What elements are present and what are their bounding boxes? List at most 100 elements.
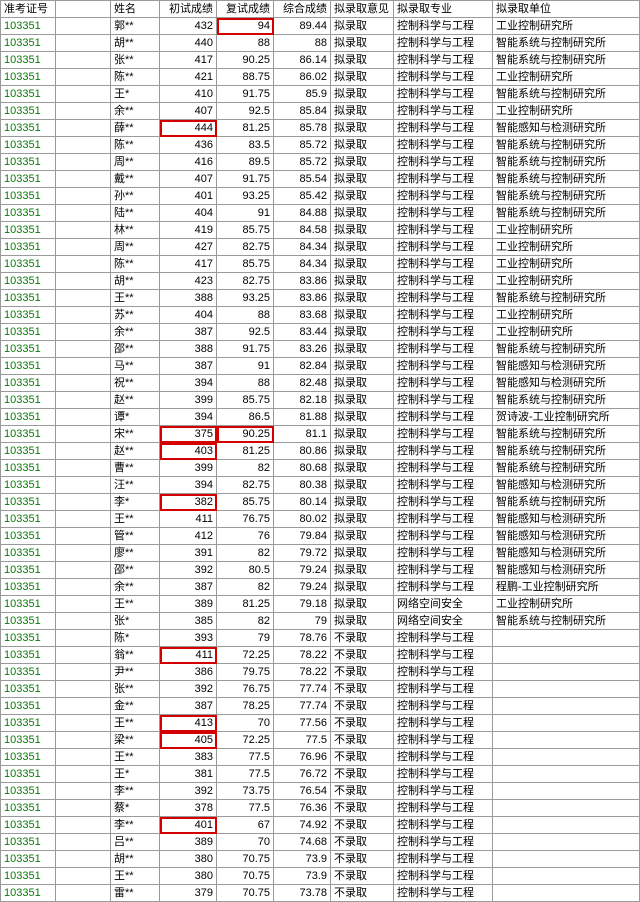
decision: 拟录取 — [331, 120, 394, 137]
decision: 拟录取 — [331, 171, 394, 188]
decision: 拟录取 — [331, 426, 394, 443]
exam-id-prefix: 103351 — [1, 120, 56, 137]
decision: 拟录取 — [331, 392, 394, 409]
major: 控制科学与工程 — [394, 375, 493, 392]
total-score: 80.38 — [274, 477, 331, 494]
unit: 智能系统与控制研究所 — [493, 52, 640, 69]
total-score: 84.58 — [274, 222, 331, 239]
table-row: 103351李*38285.7580.14拟录取控制科学与工程智能系统与控制研究… — [1, 494, 640, 511]
decision: 拟录取 — [331, 596, 394, 613]
preliminary-score: 387 — [160, 358, 217, 375]
table-row: 103351陈*3937978.76不录取控制科学与工程 — [1, 630, 640, 647]
total-score: 78.76 — [274, 630, 331, 647]
unit — [493, 851, 640, 868]
preliminary-score: 382 — [160, 494, 217, 511]
major: 控制科学与工程 — [394, 171, 493, 188]
name: 王** — [111, 290, 160, 307]
preliminary-score: 385 — [160, 613, 217, 630]
retest-score: 85.75 — [217, 392, 274, 409]
retest-score: 78.25 — [217, 698, 274, 715]
major: 控制科学与工程 — [394, 52, 493, 69]
total-score: 77.74 — [274, 681, 331, 698]
major: 控制科学与工程 — [394, 35, 493, 52]
exam-id-suffix — [56, 613, 111, 630]
exam-id-prefix: 103351 — [1, 613, 56, 630]
total-score: 81.1 — [274, 426, 331, 443]
preliminary-score: 383 — [160, 749, 217, 766]
name: 梁** — [111, 732, 160, 749]
exam-id-prefix: 103351 — [1, 579, 56, 596]
admission-table: 准考证号姓名初试成绩复试成绩综合成绩拟录取意见拟录取专业拟录取单位 103351… — [0, 0, 640, 902]
major: 控制科学与工程 — [394, 69, 493, 86]
unit: 智能系统与控制研究所 — [493, 426, 640, 443]
preliminary-score: 379 — [160, 885, 217, 902]
decision: 不录取 — [331, 817, 394, 834]
total-score: 85.78 — [274, 120, 331, 137]
unit: 智能系统与控制研究所 — [493, 443, 640, 460]
total-score: 78.22 — [274, 664, 331, 681]
exam-id-prefix: 103351 — [1, 630, 56, 647]
unit: 工业控制研究所 — [493, 18, 640, 35]
total-score: 83.44 — [274, 324, 331, 341]
table-row: 103351王**38893.2583.86拟录取控制科学与工程智能系统与控制研… — [1, 290, 640, 307]
table-row: 103351雷**37970.7573.78不录取控制科学与工程 — [1, 885, 640, 902]
name: 周** — [111, 154, 160, 171]
exam-id-suffix — [56, 477, 111, 494]
unit: 智能感知与检测研究所 — [493, 358, 640, 375]
table-row: 103351薛**44481.2585.78拟录取控制科学与工程智能感知与检测研… — [1, 120, 640, 137]
retest-score: 91 — [217, 205, 274, 222]
preliminary-score: 432 — [160, 18, 217, 35]
decision: 拟录取 — [331, 511, 394, 528]
table-row: 103351张**39276.7577.74不录取控制科学与工程 — [1, 681, 640, 698]
col-header-3: 初试成绩 — [160, 1, 217, 18]
exam-id-suffix — [56, 443, 111, 460]
major: 控制科学与工程 — [394, 545, 493, 562]
exam-id-suffix — [56, 35, 111, 52]
exam-id-prefix: 103351 — [1, 545, 56, 562]
exam-id-suffix — [56, 698, 111, 715]
preliminary-score: 410 — [160, 86, 217, 103]
exam-id-prefix: 103351 — [1, 698, 56, 715]
preliminary-score: 378 — [160, 800, 217, 817]
retest-score: 88.75 — [217, 69, 274, 86]
exam-id-prefix: 103351 — [1, 222, 56, 239]
name: 汪** — [111, 477, 160, 494]
major: 控制科学与工程 — [394, 647, 493, 664]
table-row: 103351谭*39486.581.88拟录取控制科学与工程贺诗波-工业控制研究… — [1, 409, 640, 426]
table-row: 103351金**38778.2577.74不录取控制科学与工程 — [1, 698, 640, 715]
major: 控制科学与工程 — [394, 409, 493, 426]
exam-id-prefix: 103351 — [1, 596, 56, 613]
name: 谭* — [111, 409, 160, 426]
major: 控制科学与工程 — [394, 86, 493, 103]
major: 控制科学与工程 — [394, 511, 493, 528]
exam-id-suffix — [56, 596, 111, 613]
preliminary-score: 403 — [160, 443, 217, 460]
name: 金** — [111, 698, 160, 715]
preliminary-score: 399 — [160, 460, 217, 477]
table-row: 103351陈**41785.7584.34拟录取控制科学与工程工业控制研究所 — [1, 256, 640, 273]
exam-id-suffix — [56, 324, 111, 341]
decision: 拟录取 — [331, 256, 394, 273]
exam-id-prefix: 103351 — [1, 681, 56, 698]
name: 李** — [111, 783, 160, 800]
preliminary-score: 411 — [160, 647, 217, 664]
unit: 智能感知与检测研究所 — [493, 120, 640, 137]
total-score: 79.18 — [274, 596, 331, 613]
exam-id-suffix — [56, 511, 111, 528]
decision: 拟录取 — [331, 375, 394, 392]
retest-score: 67 — [217, 817, 274, 834]
exam-id-suffix — [56, 188, 111, 205]
table-row: 103351陈**43683.585.72拟录取控制科学与工程智能系统与控制研究… — [1, 137, 640, 154]
table-row: 103351尹**38679.7578.22不录取控制科学与工程 — [1, 664, 640, 681]
table-row: 103351李**39273.7576.54不录取控制科学与工程 — [1, 783, 640, 800]
exam-id-prefix: 103351 — [1, 239, 56, 256]
exam-id-prefix: 103351 — [1, 851, 56, 868]
total-score: 77.5 — [274, 732, 331, 749]
preliminary-score: 380 — [160, 868, 217, 885]
decision: 拟录取 — [331, 528, 394, 545]
exam-id-prefix: 103351 — [1, 307, 56, 324]
preliminary-score: 423 — [160, 273, 217, 290]
name: 林** — [111, 222, 160, 239]
exam-id-suffix — [56, 664, 111, 681]
exam-id-prefix: 103351 — [1, 426, 56, 443]
